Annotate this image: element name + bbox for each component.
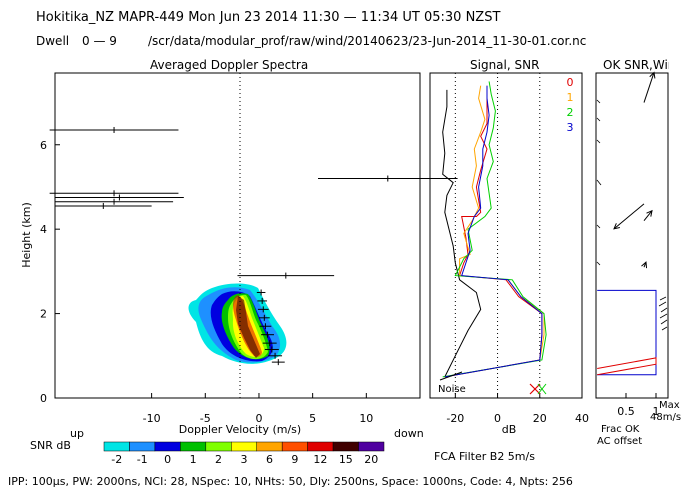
snr-colorbar-swatch (154, 441, 181, 452)
snr-frame (429, 72, 583, 399)
file-path: /scr/data/modular_prof/raw/wind/20140623… (148, 34, 587, 48)
wind-vector (643, 210, 653, 222)
spectra-ytick-label: 0 (40, 392, 47, 405)
noise-label: Noise (438, 384, 466, 395)
snr-colorbar-tick: 3 (241, 453, 248, 466)
spectra-xtick-label: -10 (143, 412, 161, 425)
beam-label-3: 3 (567, 121, 574, 134)
wind-vector-head (641, 261, 648, 269)
snr-xtick-label: 20 (533, 412, 547, 425)
wind-vector (613, 203, 645, 230)
snr-colorbar-tick: -1 (137, 453, 148, 466)
snr-colorbar-swatch (332, 441, 359, 452)
winds-xtick-label: 0.5 (617, 405, 635, 418)
up-label: up (70, 427, 84, 440)
footer-params: IPP: 100μs, PW: 2000ns, NCI: 28, NSpec: … (8, 475, 573, 488)
frac-ok-line-red (597, 357, 657, 376)
snr-colorbar-swatch (256, 441, 283, 452)
snr-series-3 (444, 85, 543, 378)
beam-cross-markers (529, 383, 547, 395)
snr-colorbar-tick: 15 (339, 453, 353, 466)
snr-colorbar: SNR dB -2 -1 0 1 2 3 6 9 12 15 20 (30, 439, 385, 466)
wind-vector-head (613, 223, 620, 230)
spectra-panel: -10 -5 0 5 10 0 2 4 6 up down Doppler Velocity (… (20, 72, 458, 440)
snr-title: Signal, SNR (470, 58, 540, 72)
spectra-ytick-label: 4 (40, 223, 47, 236)
spectra-xtick-label: 0 (255, 412, 262, 425)
snr-colorbar-swatch (205, 441, 232, 452)
winds-panel: 0.5 1 Frac OK AC offset Max 48m/s (595, 71, 681, 447)
winds-title: OK SNR,Winds (603, 58, 669, 72)
ac-offset-label: AC offset (597, 436, 642, 447)
snr-colorbar-tick: 0 (164, 453, 171, 466)
snr-colorbar-tick: 9 (291, 453, 298, 466)
wind-vector-head (646, 209, 653, 217)
snr-series-1 (444, 85, 545, 378)
spectra-title: Averaged Doppler Spectra (150, 58, 309, 72)
dwell-range: 0 — 9 (82, 34, 117, 48)
snr-panel: -20 0 20 40 0 1 2 3 dB Noise (429, 72, 589, 436)
snr-colorbar-swatch (307, 441, 334, 452)
wind-vector (643, 72, 655, 103)
snr-colorbar-swatch (231, 441, 257, 452)
beam-label-1: 1 (567, 91, 574, 104)
frac-ok-line-blue (597, 289, 657, 376)
fca-filter: FCA Filter B2 5m/s (434, 450, 535, 463)
snr-series-Noise (442, 89, 482, 378)
spectra-ytick-label: 2 (40, 308, 47, 321)
spectra-ytick-label: 6 (40, 139, 47, 152)
snr-colorbar-tick: 2 (215, 453, 222, 466)
snr-colorbar-tick: 1 (190, 453, 197, 466)
snr-colorbar-tick: 6 (266, 453, 273, 466)
snr-xtick-label: 40 (575, 412, 589, 425)
snr-colorbar-tick: -2 (111, 453, 122, 466)
winds-frame (595, 72, 669, 399)
snr-colorbar-swatch (103, 441, 130, 452)
header-title: Hokitika_NZ MAPR-449 Mon Jun 23 2014 11:… (36, 10, 501, 25)
snr-xtick-label: 0 (494, 412, 501, 425)
spectra-xtick-label: 5 (309, 412, 316, 425)
down-label: down (394, 427, 424, 440)
snr-colorbar-tick: 20 (364, 453, 378, 466)
noise-ticks (596, 99, 668, 331)
snr-xlabel: dB (502, 423, 517, 436)
snr-colorbar-swatch (180, 441, 207, 452)
winds-xtick-label: 1 (653, 405, 660, 418)
wind-vector-head (649, 71, 656, 79)
snr-colorbar-swatch (129, 441, 156, 452)
spectra-ylabel: Height (km) (20, 202, 33, 268)
beam-label-2: 2 (567, 106, 574, 119)
max-label: Max (659, 400, 680, 411)
dwell-label: Dwell (36, 34, 70, 48)
snr-colorbar-tick: 12 (313, 453, 327, 466)
snr-series-2 (442, 81, 547, 378)
spectra-frame (54, 72, 421, 399)
snr-colorbar-label: SNR dB (30, 439, 71, 452)
frac-ok-label: Frac OK (601, 424, 640, 435)
spectra-xtick-label: -5 (200, 412, 211, 425)
noise-pointer (439, 371, 463, 381)
max-value: 48m/s (650, 412, 681, 423)
snr-xtick-label: -20 (446, 412, 464, 425)
beam-label-0: 0 (567, 76, 574, 89)
spectra-xlabel: Doppler Velocity (m/s) (179, 423, 301, 436)
snr-colorbar-swatch (358, 441, 385, 452)
spectra-xtick-label: 10 (359, 412, 373, 425)
snr-colorbar-swatch (281, 441, 308, 452)
